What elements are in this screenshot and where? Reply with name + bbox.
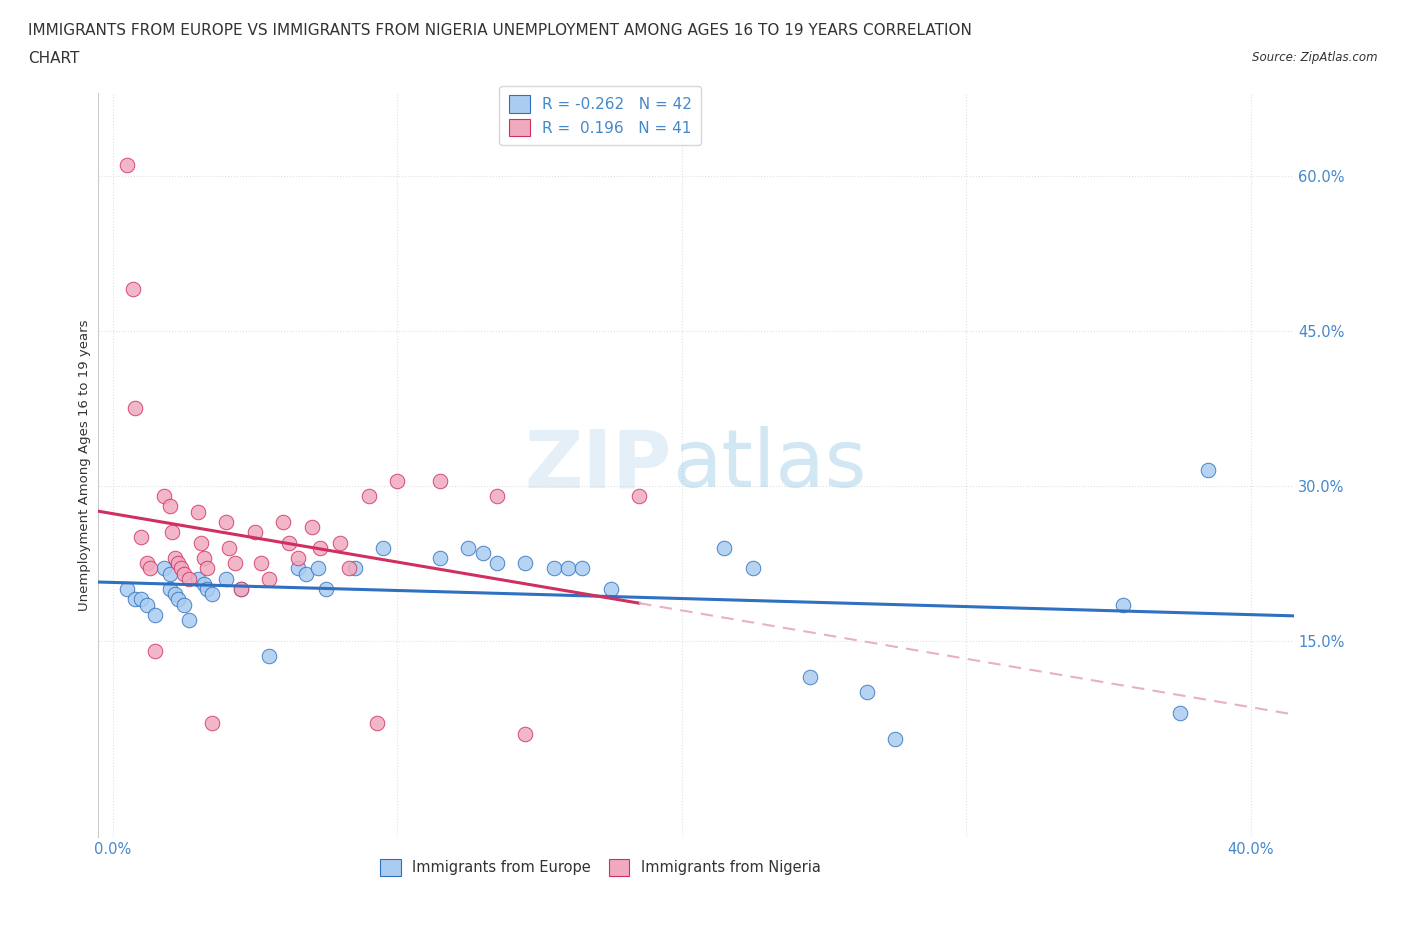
Point [385, 473, 409, 488]
Point [115, 158, 138, 173]
Point [301, 520, 323, 535]
Point [315, 581, 337, 596]
Point [187, 571, 209, 586]
Point [143, 644, 166, 658]
Point [229, 581, 252, 596]
Point [366, 716, 388, 731]
Point [179, 613, 201, 628]
Point [201, 716, 224, 731]
Point [229, 581, 252, 596]
Point [124, 591, 146, 606]
Point [471, 545, 494, 560]
Point [243, 525, 266, 539]
Point [713, 540, 735, 555]
Point [249, 556, 271, 571]
Point [195, 561, 218, 576]
Text: ZIP: ZIP [524, 426, 672, 504]
Point [201, 587, 224, 602]
Point [159, 581, 181, 596]
Point [218, 540, 240, 555]
Point [167, 591, 190, 606]
Point [195, 581, 218, 596]
Point [135, 597, 157, 612]
Point [855, 684, 877, 699]
Point [884, 731, 907, 746]
Text: IMMIGRANTS FROM EUROPE VS IMMIGRANTS FROM NIGERIA UNEMPLOYMENT AMONG AGES 16 TO : IMMIGRANTS FROM EUROPE VS IMMIGRANTS FRO… [28, 23, 972, 38]
Point [357, 488, 380, 503]
Point [457, 540, 479, 555]
Point [215, 571, 238, 586]
Point [1197, 463, 1219, 478]
Point [515, 556, 537, 571]
Point [295, 566, 318, 581]
Point [571, 561, 593, 576]
Legend: Immigrants from Europe, Immigrants from Nigeria: Immigrants from Europe, Immigrants from … [374, 854, 827, 882]
Point [179, 571, 201, 586]
Point [153, 561, 176, 576]
Point [741, 561, 763, 576]
Point [309, 540, 332, 555]
Point [193, 551, 215, 565]
Point [515, 726, 537, 741]
Point [224, 556, 246, 571]
Point [429, 551, 451, 565]
Point [162, 525, 184, 539]
Point [1168, 706, 1191, 721]
Y-axis label: Unemployment Among Ages 16 to 19 years: Unemployment Among Ages 16 to 19 years [79, 319, 91, 611]
Text: CHART: CHART [28, 51, 80, 66]
Point [193, 577, 215, 591]
Point [135, 556, 157, 571]
Point [159, 498, 181, 513]
Text: Source: ZipAtlas.com: Source: ZipAtlas.com [1253, 51, 1378, 64]
Point [273, 514, 295, 529]
Point [143, 607, 166, 622]
Point [170, 561, 193, 576]
Point [485, 556, 508, 571]
Point [799, 670, 821, 684]
Point [307, 561, 329, 576]
Point [115, 581, 138, 596]
Point [429, 473, 451, 488]
Point [343, 561, 366, 576]
Point [257, 649, 280, 664]
Point [159, 566, 181, 581]
Point [337, 561, 360, 576]
Point [371, 540, 394, 555]
Point [129, 530, 152, 545]
Point [1112, 597, 1135, 612]
Point [153, 488, 176, 503]
Point [257, 571, 280, 586]
Point [329, 535, 352, 550]
Point [485, 488, 508, 503]
Point [124, 401, 146, 416]
Point [543, 561, 565, 576]
Point [173, 597, 195, 612]
Point [557, 561, 579, 576]
Point [167, 556, 190, 571]
Point [129, 591, 152, 606]
Point [187, 504, 209, 519]
Point [190, 535, 212, 550]
Point [165, 587, 187, 602]
Point [287, 551, 309, 565]
Point [278, 535, 301, 550]
Point [121, 282, 143, 297]
Point [173, 566, 195, 581]
Point [599, 581, 621, 596]
Point [287, 561, 309, 576]
Point [165, 551, 187, 565]
Text: atlas: atlas [672, 426, 866, 504]
Point [138, 561, 160, 576]
Point [628, 488, 651, 503]
Point [215, 514, 238, 529]
